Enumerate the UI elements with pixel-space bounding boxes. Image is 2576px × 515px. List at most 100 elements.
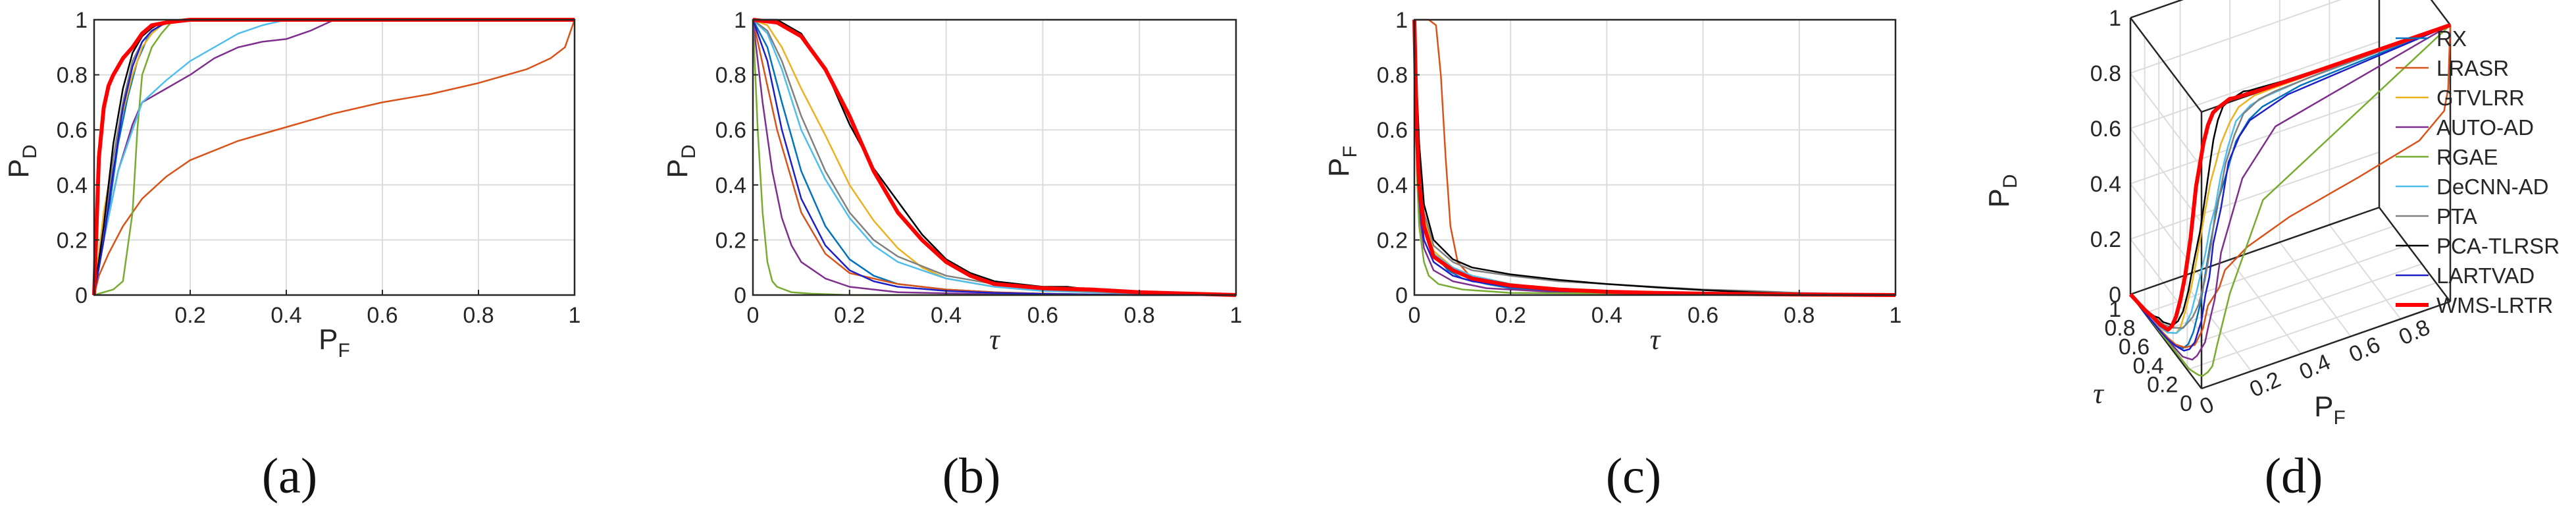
x-axis-label: PF: [319, 323, 350, 362]
x-tick-label: 0: [1408, 303, 1421, 328]
panel-c-pf-tau: 0 0.2 0.4 0.6 0.8 1 0 0.2 0.4 0.6 0.8 1 τ PF: [1323, 8, 1901, 356]
axes-edge: [2130, 0, 2184, 19]
axes-edge: [2201, 300, 2451, 390]
x-tick-label: 1: [569, 303, 581, 328]
tau-tick-label: 0.8: [2104, 316, 2135, 341]
legend-label-decnn-ad: DeCNN-AD: [2436, 175, 2549, 199]
series-line-3d-wms-lrtr: [2128, 23, 2451, 332]
pf-tick-label: 0.4: [2296, 350, 2334, 385]
x-tick-label: 0.2: [174, 303, 205, 328]
z-tick-label: 1: [2109, 6, 2121, 31]
x-axis-label: τ: [1650, 323, 1662, 356]
z-tick-label: 0.4: [2090, 172, 2121, 197]
x-tick-label: 0.8: [463, 303, 494, 328]
pf-tick-label: 0.2: [2246, 367, 2284, 402]
y-axis-label: PD: [661, 144, 700, 178]
series-line-decnn-ad: [93, 18, 575, 296]
legend-label-gtvlrr: GTVLRR: [2436, 86, 2525, 110]
x-axis-label: τ: [989, 323, 1001, 356]
z-tick-label: 0.8: [2090, 61, 2121, 86]
x-tick-label: 0.4: [1591, 303, 1622, 328]
grid-line: [2130, 96, 2380, 184]
y-tick-label: 0.2: [715, 228, 746, 253]
series-line-3d-decnn-ad: [2130, 24, 2451, 335]
x-tick-label: 0.8: [1124, 303, 1155, 328]
grid-line: [2173, 263, 2423, 352]
x-tick-label: 0.6: [1027, 303, 1058, 328]
plot-area: [1414, 20, 1895, 295]
legend-label-rgae: RGAE: [2436, 145, 2498, 169]
axes-edge: [2379, 207, 2451, 302]
pf-tick-label: 0.8: [2395, 315, 2434, 350]
legend-label-auto-ad: AUTO-AD: [2436, 115, 2534, 140]
y-axis-label: PF: [1323, 146, 1361, 177]
legend-label-lrasr: LRASR: [2436, 56, 2509, 80]
panel-label-b: (b): [942, 448, 1001, 504]
x-tick-label: 0.4: [270, 303, 301, 328]
series-line-3d-rgae: [2130, 24, 2451, 377]
grid-line: [2130, 128, 2202, 223]
legend-label-lartvad: LARTVAD: [2436, 263, 2535, 288]
series-line-wms-lrtr: [92, 18, 575, 296]
y-tick-label: 1: [1395, 8, 1408, 33]
pf-tick-label: 0: [2196, 392, 2218, 420]
axes-edge: [2430, 0, 2451, 26]
axes-edge: [2130, 206, 2380, 296]
grid-line: [2130, 0, 2342, 74]
pf-tick-label: 0.6: [2346, 332, 2384, 367]
axes-edge: [2130, 17, 2202, 113]
legend-label-pta: PTA: [2436, 204, 2477, 229]
tau-tick-label: 0: [2180, 391, 2192, 416]
panel-b-pd-tau: 0 0.2 0.4 0.6 0.8 1 0 0.2 0.4 0.6 0.8 1 τ PD: [661, 8, 1242, 356]
x-tick-label: 0.6: [1687, 303, 1718, 328]
y-tick-label: 0.2: [1377, 228, 1408, 253]
x-tick-label: 0.6: [367, 303, 398, 328]
legend-label-rx: RX: [2436, 26, 2467, 51]
panel-label-a: (a): [262, 448, 317, 504]
z-axis-label: PD: [1983, 174, 2021, 207]
grid-line: [2179, 276, 2252, 372]
series-line-rgae: [1413, 19, 1896, 296]
y-tick-label: 0.8: [1377, 63, 1408, 88]
x-tick-label: 0.4: [931, 303, 962, 328]
tau-tick-label: 0.6: [2119, 335, 2150, 360]
x-tick-label: 0: [747, 303, 760, 328]
grid-line: [2130, 41, 2380, 129]
series-line-pta: [1413, 19, 1896, 296]
grid-line: [2229, 259, 2302, 354]
axes-box: [93, 18, 576, 296]
legend: RX LRASR GTVLRR AUTO-AD RGAE DeCNN-AD PTA PCA-T…: [2396, 26, 2560, 317]
z-tick-label: 0.6: [2090, 117, 2121, 142]
y-tick-label: 1: [734, 8, 746, 33]
y-tick-label: 0.4: [715, 173, 746, 198]
series-line-wms-lrtr: [1412, 19, 1896, 297]
tau-axis-label: τ: [2093, 377, 2105, 410]
panel-a-roc-pd-pf: 0.2 0.4 0.6 0.8 1 0 0.2 0.4 0.6 0.8 1 PF PD: [3, 8, 580, 362]
pf-axis-label: PF: [2314, 391, 2346, 429]
grid-line: [2329, 224, 2402, 320]
legend-label-wms-lrtr: WMS-LRTR: [2436, 293, 2553, 317]
grid-line: [2279, 242, 2352, 337]
x-tick-label: 0.2: [1495, 303, 1526, 328]
panel-label-d: (d): [2265, 448, 2323, 504]
y-tick-label: 0.4: [57, 173, 88, 198]
tau-tick-label: 0.2: [2147, 372, 2178, 397]
z-tick-label: 0: [2109, 283, 2121, 308]
axes-box: [752, 18, 1237, 296]
grid-line: [2130, 183, 2202, 279]
series-line-lrasr: [93, 19, 576, 296]
plot-area: [94, 20, 575, 295]
series-line-wms-lrtr: [752, 18, 1237, 297]
x-tick-label: 1: [1230, 303, 1243, 328]
plot-area: [753, 20, 1236, 295]
y-tick-label: 0.4: [1377, 173, 1408, 198]
x-tick-label: 0.2: [834, 303, 865, 328]
grid-line: [2130, 151, 2380, 240]
axes-box: [1413, 18, 1897, 296]
series-line-auto-ad: [752, 19, 1237, 296]
panel-labels: (a) (b) (c) (d): [262, 448, 2323, 504]
y-tick-label: 0.6: [1377, 118, 1408, 143]
x-tick-label: 1: [1890, 303, 1902, 328]
